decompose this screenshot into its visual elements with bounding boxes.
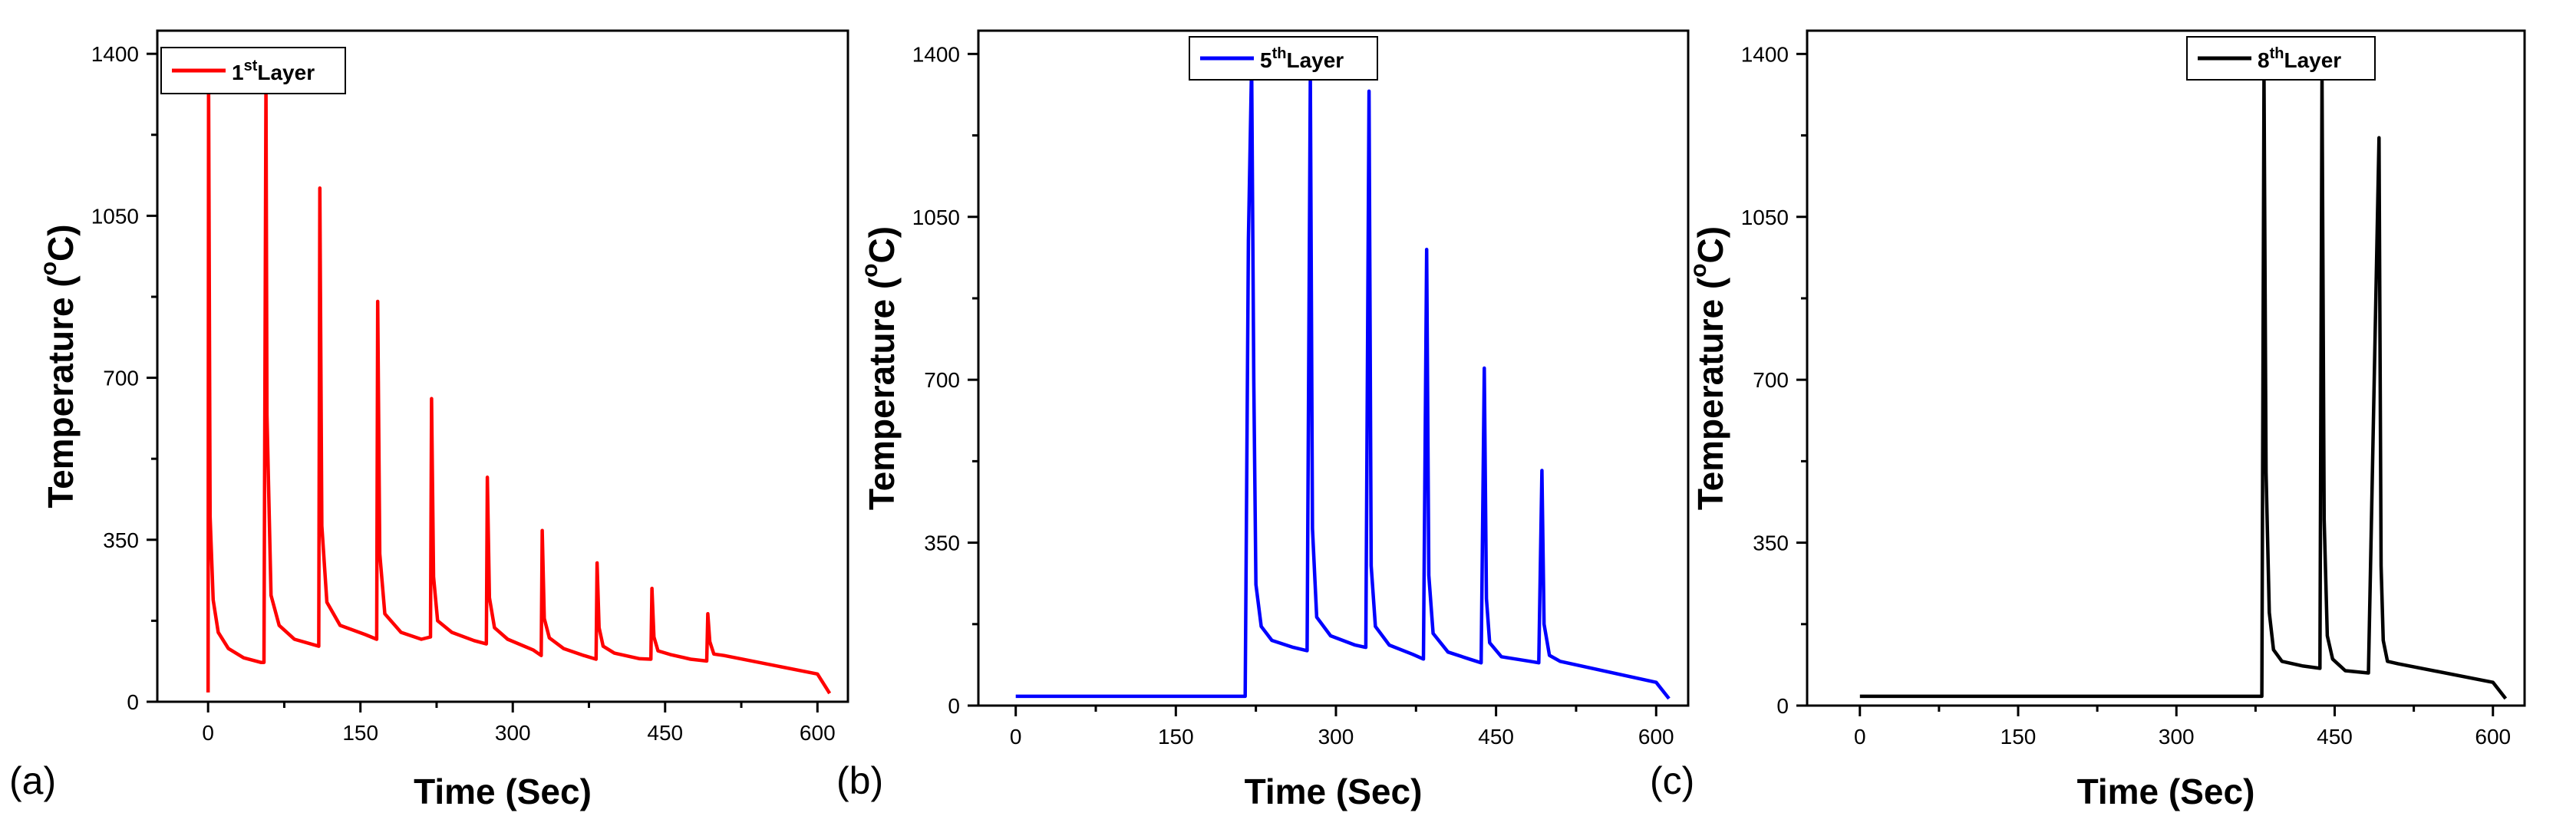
y-axis-title-text-a: Temperature (oC) — [36, 224, 81, 508]
y-tick-label: 1050 — [91, 204, 139, 228]
y-axis-unit-c: C) — [1690, 226, 1730, 264]
legend-text-b: Layer — [1286, 48, 1344, 72]
y-tick-label: 0 — [127, 690, 139, 714]
y-tick-label: 700 — [103, 367, 139, 390]
x-tick-label: 600 — [800, 721, 836, 745]
y-tick-label: 1400 — [1741, 42, 1789, 66]
y-tick-label: 0 — [948, 694, 960, 718]
legend-text-c: Layer — [2284, 48, 2341, 72]
y-tick-label: 350 — [1753, 531, 1789, 555]
axis-ticks-a — [147, 52, 819, 712]
axis-ticks-c — [1796, 52, 2495, 716]
x-tick-label: 600 — [2475, 725, 2511, 749]
y-tick-label: 350 — [103, 528, 139, 552]
y-tick-label: 1400 — [91, 42, 139, 66]
y-axis-title-text-c: Temperature (oC) — [1686, 226, 1730, 510]
series-line-8th-layer — [1859, 75, 2508, 700]
y-axis-degree-c: o — [1686, 263, 1711, 277]
x-tick-labels-b: 0 150 300 450 600 — [1010, 725, 1674, 749]
x-axis-title-b: Time (Sec) — [1245, 772, 1423, 811]
panel-label-b: (b) — [836, 759, 883, 802]
y-axis-degree-a: o — [36, 262, 61, 275]
legend-b: 5thLayer — [1189, 36, 1378, 81]
y-axis-unit-b: C) — [862, 226, 902, 264]
x-tick-labels-c: 0 150 300 450 600 — [1854, 725, 2511, 749]
plot-frame-a — [156, 29, 849, 703]
x-axis-title-c: Time (Sec) — [2077, 772, 2255, 811]
legend-text-a: Layer — [257, 61, 315, 84]
y-tick-label: 700 — [924, 368, 960, 392]
x-tick-label: 0 — [1010, 725, 1022, 749]
x-tick-label: 150 — [342, 721, 378, 745]
y-axis-title-main-b: Temperature ( — [862, 277, 902, 510]
y-axis-degree-b: o — [857, 263, 882, 277]
axis-ticks-b — [968, 52, 1657, 716]
legend-label-b: 5thLayer — [1260, 45, 1344, 72]
legend-superscript-c: th — [2270, 45, 2284, 62]
legend-superscript-b: th — [1272, 45, 1287, 62]
y-tick-label: 1050 — [1741, 206, 1789, 229]
legend-label-c: 8thLayer — [2258, 45, 2341, 72]
y-axis-title-a: Temperature (oC) — [36, 224, 81, 508]
y-axis-title-main-a: Temperature ( — [41, 275, 81, 508]
legend-superscript-a: st — [244, 58, 258, 74]
legend-number-a: 1 — [232, 61, 244, 84]
x-tick-label: 450 — [2317, 725, 2353, 749]
panel-label-c: (c) — [1650, 759, 1694, 802]
y-tick-label: 0 — [1776, 694, 1789, 718]
y-axis-title-text-b: Temperature (oC) — [857, 226, 902, 510]
y-tick-labels-c: 0 350 700 1050 1400 — [1741, 42, 1789, 718]
x-tick-label: 0 — [1854, 725, 1866, 749]
y-axis-unit-a: C) — [41, 224, 81, 262]
plot-frame-c — [1806, 29, 2526, 707]
y-tick-label: 700 — [1753, 368, 1789, 392]
legend-label-a: 1stLayer — [232, 58, 315, 84]
x-tick-label: 450 — [647, 721, 683, 745]
legend-number-c: 8 — [2258, 48, 2270, 72]
panel-c: 0 150 300 450 600 0 350 700 1050 1400 8thLayer T… — [1650, 29, 2526, 811]
x-tick-label: 300 — [495, 721, 531, 745]
y-tick-labels-b: 0 350 700 1050 1400 — [912, 42, 960, 718]
x-tick-label: 150 — [1158, 725, 1194, 749]
y-tick-labels-a: 0 350 700 1050 1400 — [91, 42, 139, 714]
y-tick-label: 350 — [924, 531, 960, 555]
y-axis-title-c: Temperature (oC) — [1686, 226, 1730, 510]
x-axis-title-a: Time (Sec) — [414, 772, 592, 811]
panel-label-a: (a) — [9, 759, 56, 802]
y-axis-title-b: Temperature (oC) — [857, 226, 902, 510]
series-line-1st-layer — [206, 80, 832, 695]
x-tick-labels-a: 0 150 300 450 600 — [202, 721, 835, 745]
x-tick-label: 300 — [2159, 725, 2195, 749]
legend-number-b: 5 — [1260, 48, 1272, 72]
y-axis-title-main-c: Temperature ( — [1690, 277, 1730, 510]
legend-a: 1stLayer — [160, 47, 346, 94]
x-tick-label: 150 — [2000, 725, 2037, 749]
x-tick-label: 0 — [202, 721, 214, 745]
legend-c: 8thLayer — [2186, 36, 2376, 81]
x-tick-label: 450 — [1478, 725, 1514, 749]
x-tick-label: 300 — [1318, 725, 1354, 749]
series-line-5th-layer — [1015, 61, 1671, 700]
panel-a: 0 150 300 450 600 0 350 700 1050 1400 1stLayer T… — [9, 29, 849, 811]
plot-frame-b — [977, 29, 1690, 707]
x-tick-label: 600 — [1638, 725, 1674, 749]
y-tick-label: 1400 — [912, 42, 960, 66]
y-tick-label: 1050 — [912, 206, 960, 229]
panel-b: 0 150 300 450 600 0 350 700 1050 1400 5thLayer T… — [836, 29, 1690, 811]
